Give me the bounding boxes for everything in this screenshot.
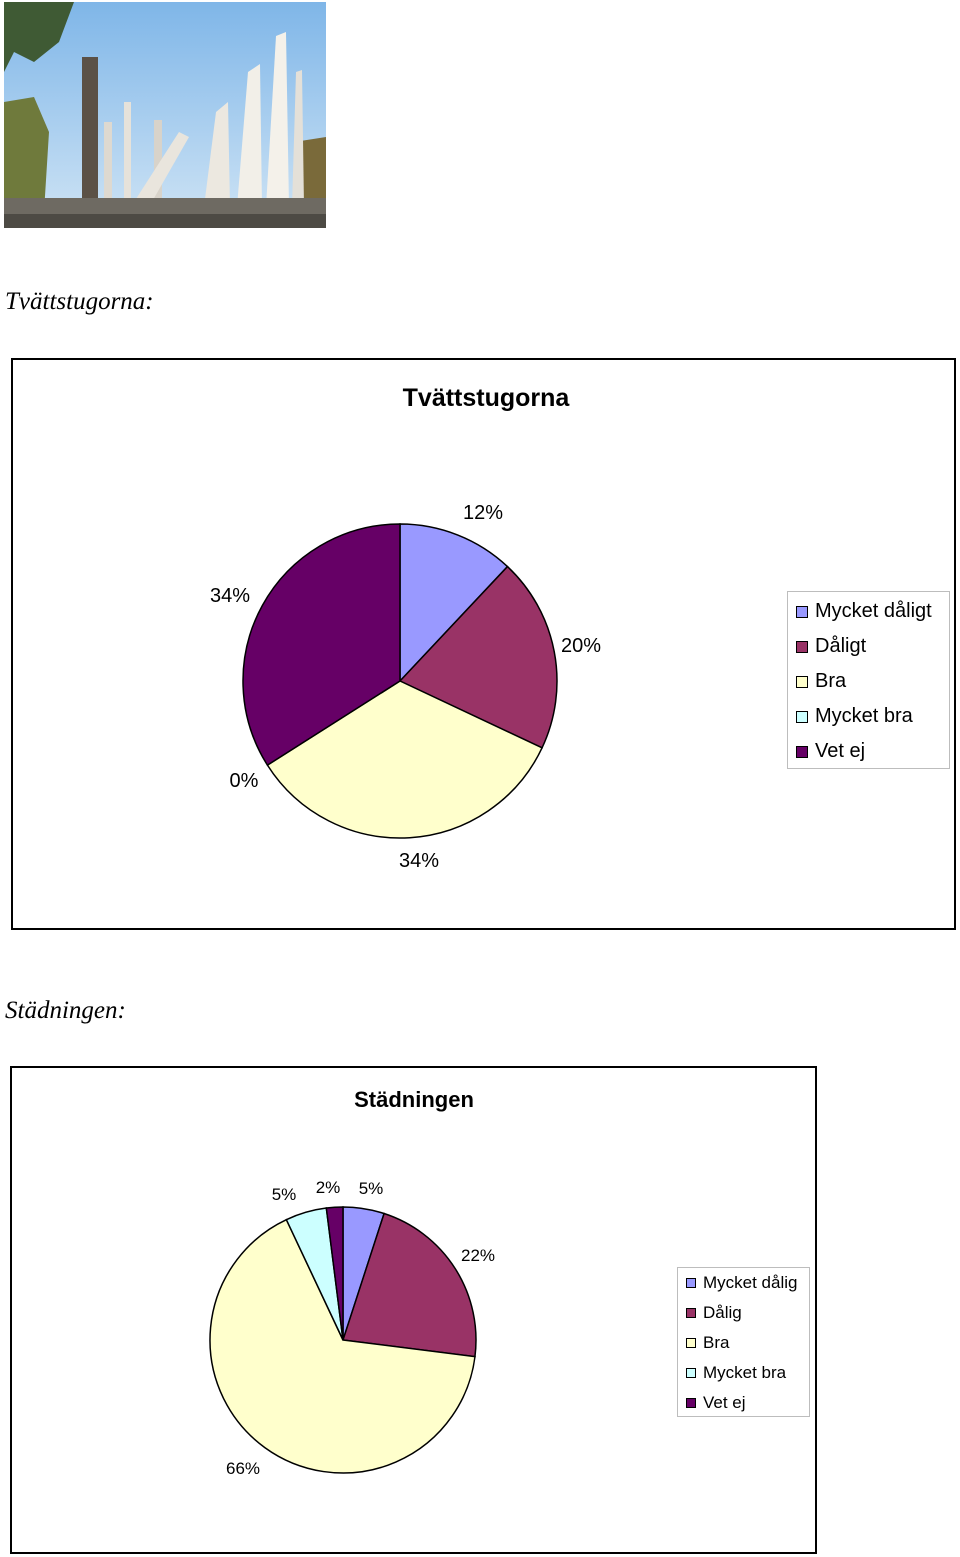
monument-photo [4, 2, 326, 228]
legend-swatch [686, 1278, 696, 1288]
legend-label: Dåligt [815, 635, 867, 657]
legend-item-bra: Bra [686, 1333, 729, 1353]
pie-slice-dåligt [398, 565, 558, 749]
pie-slice-bra [209, 1218, 476, 1474]
legend-item-dalig: Dålig [686, 1303, 742, 1323]
data-label: 5% [272, 1185, 297, 1204]
legend-label: Mycket bra [703, 1363, 787, 1382]
legend-swatch [796, 710, 808, 723]
chart-title: Tvättstugorna [403, 384, 571, 412]
legend-item-daligt: Dåligt [796, 635, 866, 658]
legend-label: Vet ej [815, 740, 866, 762]
data-label: 5% [359, 1179, 384, 1198]
data-label: 12% [463, 502, 503, 524]
legend-swatch [796, 605, 808, 618]
pie-slice-dålig [342, 1212, 477, 1358]
legend-item-mycket-bra: Mycket bra [796, 705, 913, 728]
chart-stadningen-plot: Städningen 5% 22% 66% 5% 2% [209, 1087, 495, 1478]
data-label: 34% [399, 850, 439, 872]
legend-item-mycket-daligt: Mycket dåligt [796, 600, 932, 623]
legend-swatch [686, 1308, 696, 1318]
legend-swatch [686, 1398, 696, 1408]
data-label: 20% [561, 635, 601, 657]
legend-swatch [686, 1368, 696, 1378]
legend-swatch [796, 745, 808, 758]
legend-item-mycket-dalig: Mycket dålig [686, 1273, 797, 1293]
section-heading-tvattstugorna: Tvättstugorna: [5, 288, 154, 315]
chart-tvattstugorna-plot: Tvättstugorna 12% 20% 34% 0% 34% [210, 384, 601, 872]
data-label: 66% [226, 1459, 260, 1478]
legend-label: Mycket dåligt [815, 600, 932, 622]
chart-stadningen: Städningen 5% 22% 66% 5% 2% Mycket dålig Dål… [10, 1066, 817, 1554]
legend-swatch [796, 675, 808, 688]
chart-title: Städningen [354, 1087, 474, 1112]
pie-slice-vet-ej [325, 1206, 344, 1341]
legend-item-vet-ej: Vet ej [796, 740, 865, 763]
data-label: 2% [316, 1178, 341, 1197]
chart-legend: Mycket dålig Dålig Bra Mycket bra Vet ej [677, 1267, 810, 1417]
monument-photo-drawing [4, 2, 326, 228]
chart-tvattstugorna: Tvättstugorna 12% 20% 34% 0% 34% Mycket dåli… [11, 358, 956, 930]
legend-swatch [686, 1338, 696, 1348]
legend-item-vet-ej: Vet ej [686, 1393, 746, 1413]
legend-label: Mycket bra [815, 705, 913, 727]
legend-label: Dålig [703, 1303, 742, 1322]
section-heading-stadningen: Städningen: [5, 997, 126, 1024]
legend-item-mycket-bra: Mycket bra [686, 1363, 786, 1383]
pie-slice-mycket-dåligt [399, 523, 509, 683]
legend-label: Bra [703, 1333, 730, 1352]
data-label: 0% [230, 770, 259, 792]
legend-label: Vet ej [703, 1393, 746, 1412]
legend-label: Mycket dålig [703, 1273, 798, 1292]
data-label: 22% [461, 1246, 495, 1265]
legend-label: Bra [815, 670, 847, 692]
legend-item-bra: Bra [796, 670, 846, 693]
pie-slice-bra [266, 680, 544, 839]
chart-legend: Mycket dåligt Dåligt Bra Mycket bra Vet … [787, 591, 950, 769]
pie-slice-vet-ej [242, 523, 401, 767]
legend-swatch [796, 640, 808, 653]
data-label: 34% [210, 585, 250, 607]
